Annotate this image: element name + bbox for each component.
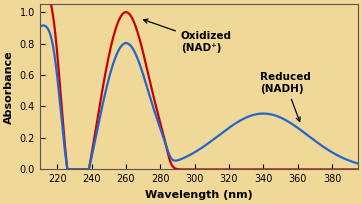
Y-axis label: Absorbance: Absorbance	[4, 50, 14, 124]
Text: Reduced
(NADH): Reduced (NADH)	[260, 72, 311, 121]
X-axis label: Wavelength (nm): Wavelength (nm)	[145, 190, 253, 200]
Text: Oxidized
(NAD⁺): Oxidized (NAD⁺)	[144, 19, 232, 52]
